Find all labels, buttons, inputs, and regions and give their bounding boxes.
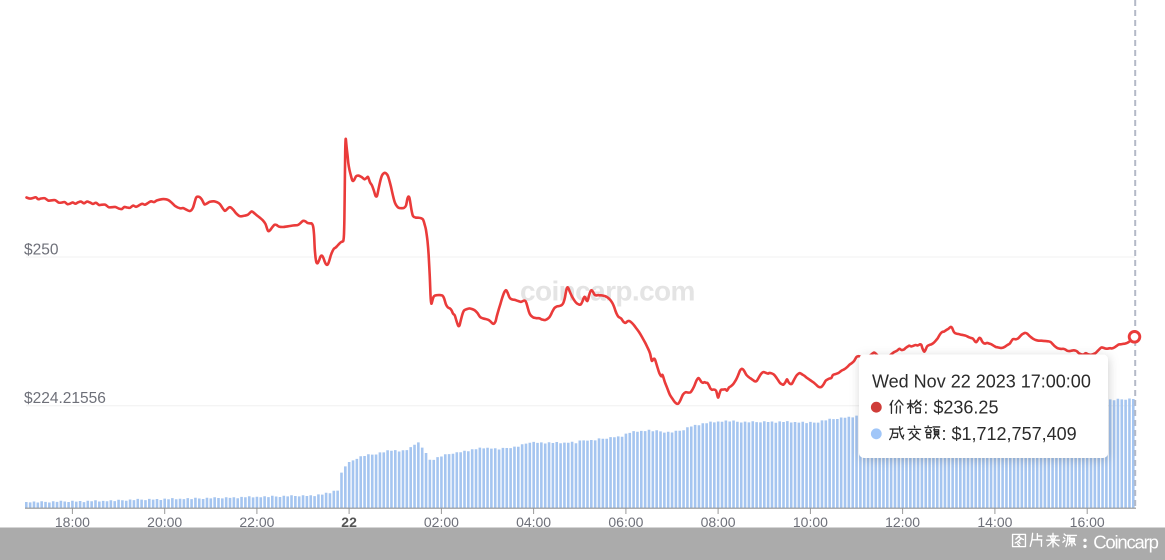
svg-text:coincarp.com: coincarp.com xyxy=(520,276,695,307)
svg-text:12:00: 12:00 xyxy=(885,514,920,530)
svg-text:$224.21556: $224.21556 xyxy=(24,390,106,407)
svg-text:$250: $250 xyxy=(24,242,59,259)
svg-text:10:00: 10:00 xyxy=(793,514,828,530)
svg-text:06:00: 06:00 xyxy=(608,514,643,530)
svg-text:02:00: 02:00 xyxy=(424,514,459,530)
svg-text:Coincarp: Coincarp xyxy=(1093,531,1158,552)
svg-text:04:00: 04:00 xyxy=(516,514,551,530)
svg-text:Wed Nov 22 2023 17:00:00: Wed Nov 22 2023 17:00:00 xyxy=(872,371,1091,391)
svg-text:20:00: 20:00 xyxy=(147,514,182,530)
svg-text:08:00: 08:00 xyxy=(701,514,736,530)
svg-text:18:00: 18:00 xyxy=(55,514,90,530)
svg-text:22: 22 xyxy=(341,514,357,530)
svg-text:16:00: 16:00 xyxy=(1070,514,1105,530)
svg-text:: $1,712,757,409: : $1,712,757,409 xyxy=(942,424,1077,444)
svg-text:22:00: 22:00 xyxy=(239,514,274,530)
svg-text:: $236.25: : $236.25 xyxy=(923,398,998,418)
svg-text:14:00: 14:00 xyxy=(977,514,1012,530)
